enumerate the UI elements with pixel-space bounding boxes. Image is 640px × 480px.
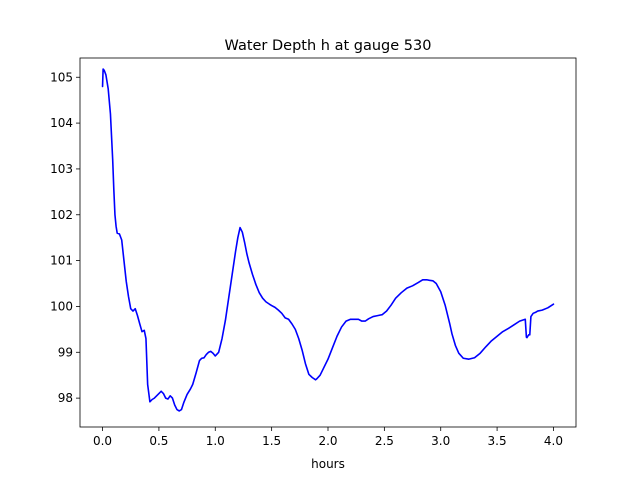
y-tick-label: 102 — [50, 208, 73, 222]
x-axis-label: hours — [311, 457, 345, 471]
y-tick-label: 99 — [58, 345, 73, 359]
x-tick-label: 0.0 — [93, 434, 112, 448]
y-tick-label: 100 — [50, 299, 73, 313]
axes-frame — [79, 57, 577, 428]
y-tick-label: 104 — [50, 116, 73, 130]
x-tick-label: 0.5 — [149, 434, 168, 448]
chart-title: Water Depth h at gauge 530 — [225, 38, 432, 54]
x-tick-label: 3.5 — [488, 434, 507, 448]
x-tick-label: 1.0 — [206, 434, 225, 448]
x-tick-label: 1.5 — [262, 434, 281, 448]
x-tick-label: 2.0 — [318, 434, 337, 448]
y-tick-label: 98 — [58, 391, 73, 405]
x-tick-label: 3.0 — [431, 434, 450, 448]
y-tick-label: 105 — [50, 70, 73, 84]
y-tick-label: 101 — [50, 254, 73, 268]
series-line-0 — [101, 68, 555, 412]
x-tick-label: 2.5 — [375, 434, 394, 448]
y-tick-label: 103 — [50, 162, 73, 176]
x-tick-label: 4.0 — [544, 434, 563, 448]
plot-area: 0.0 0.5 1.0 1.5 2.0 2.5 3.0 3.5 4.0 98 99 100 101 102… — [50, 57, 577, 448]
